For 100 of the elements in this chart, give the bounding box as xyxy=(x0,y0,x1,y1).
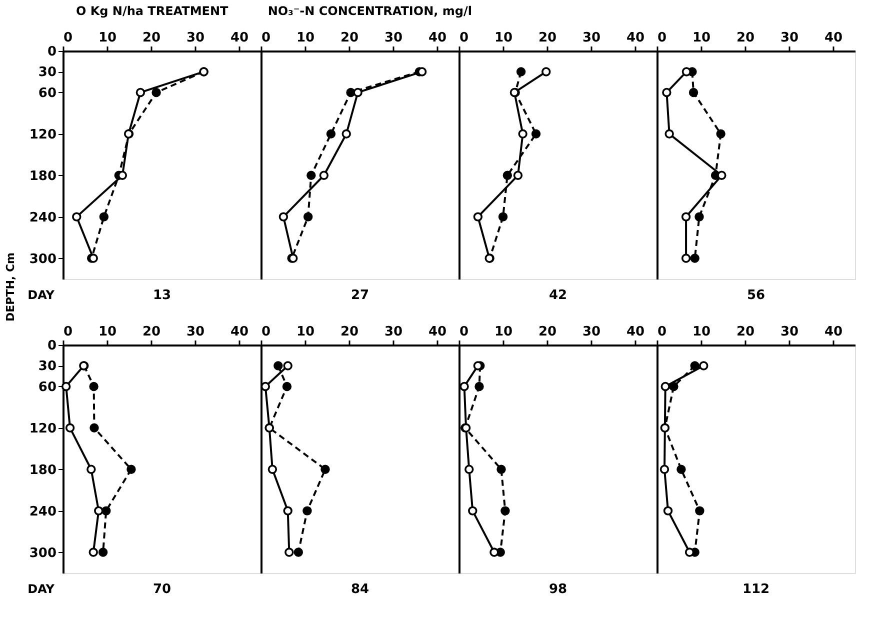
y-tick-label: 0 xyxy=(47,44,56,60)
x-tick-label: 20 xyxy=(538,30,557,46)
text: 112 xyxy=(742,582,770,597)
x-tick-label: 30 xyxy=(384,30,403,46)
x-tick-label: 40 xyxy=(230,30,249,46)
x-tick-label: 40 xyxy=(626,30,645,46)
x-tick-label: 30 xyxy=(780,324,799,340)
x-tick-label: 10 xyxy=(692,30,711,46)
text: 27 xyxy=(350,288,370,303)
point xyxy=(283,361,292,370)
point xyxy=(319,170,329,180)
point xyxy=(496,464,506,474)
y-tick-label: 60 xyxy=(38,86,56,101)
point xyxy=(716,129,726,139)
x-tick-label: 40 xyxy=(428,324,447,340)
point xyxy=(498,212,508,222)
point xyxy=(468,506,478,516)
point xyxy=(294,548,304,557)
x-tick-label: 40 xyxy=(824,30,843,46)
point xyxy=(284,548,294,557)
point xyxy=(699,361,708,370)
x-tick-label: 10 xyxy=(296,324,315,340)
y-tick-label: 300 xyxy=(29,546,56,561)
y-tick-label: 30 xyxy=(38,359,56,374)
text: 13 xyxy=(152,288,172,303)
point xyxy=(690,361,700,370)
point xyxy=(681,254,691,263)
x-tick-label: 20 xyxy=(340,30,359,46)
x-tick-label: 40 xyxy=(428,30,447,46)
point xyxy=(303,212,313,222)
x-tick-label: 0 xyxy=(658,324,667,340)
point xyxy=(502,170,512,180)
x-tick-label: 0 xyxy=(64,30,73,46)
x-tick-label: 0 xyxy=(262,30,271,46)
x-tick-label: 30 xyxy=(384,324,403,340)
text: DAY xyxy=(28,288,55,302)
point xyxy=(306,170,316,180)
point xyxy=(660,382,670,392)
x-tick-label: 30 xyxy=(582,30,601,46)
point xyxy=(500,506,510,516)
y-tick-label: 180 xyxy=(29,168,56,184)
point xyxy=(283,506,292,516)
x-tick-label: 30 xyxy=(186,324,205,340)
x-tick-label: 40 xyxy=(230,324,249,340)
x-tick-label: 20 xyxy=(340,324,359,340)
point xyxy=(268,464,278,474)
x-tick-label: 0 xyxy=(460,324,469,340)
text: 56 xyxy=(746,288,766,303)
point xyxy=(278,212,288,222)
point xyxy=(282,382,292,392)
point xyxy=(342,129,351,139)
x-tick-label: 30 xyxy=(780,30,799,46)
point xyxy=(660,464,670,474)
x-tick-label: 10 xyxy=(98,324,117,340)
x-tick-label: 10 xyxy=(296,30,315,46)
point xyxy=(664,129,674,139)
y-axis-title: DEPTH, Cm xyxy=(4,252,17,322)
point xyxy=(513,170,523,180)
x-tick-label: 20 xyxy=(538,324,557,340)
point xyxy=(473,212,483,222)
point xyxy=(474,382,484,392)
y-tick-label: 180 xyxy=(29,462,56,478)
point xyxy=(516,67,526,76)
point xyxy=(662,88,672,98)
x-tick-label: 30 xyxy=(186,30,205,46)
point xyxy=(531,129,541,139)
x-tick-label: 40 xyxy=(626,324,645,340)
y-tick-label: 30 xyxy=(38,65,56,80)
point xyxy=(326,129,336,139)
text: 70 xyxy=(152,582,172,597)
text: 98 xyxy=(548,582,568,597)
point xyxy=(320,464,330,474)
y-tick-label: 240 xyxy=(29,504,56,520)
point xyxy=(518,129,528,139)
point xyxy=(663,506,673,516)
point xyxy=(274,361,283,370)
x-tick-label: 0 xyxy=(64,324,73,340)
x-tick-label: 30 xyxy=(582,324,601,340)
point xyxy=(695,506,704,516)
y-tick-label: 120 xyxy=(29,421,56,436)
point xyxy=(542,67,551,76)
text: 42 xyxy=(548,288,568,303)
x-tick-label: 20 xyxy=(142,30,161,46)
y-tick-label: 300 xyxy=(29,252,56,267)
text: DAY xyxy=(28,582,55,596)
point xyxy=(464,464,474,474)
point xyxy=(460,382,469,392)
text: 84 xyxy=(350,582,370,597)
text: NO₃⁻-N CONCENTRATION, mg/l xyxy=(268,4,472,18)
x-tick-label: 40 xyxy=(824,324,843,340)
y-tick-label: 60 xyxy=(38,380,56,395)
x-tick-label: 0 xyxy=(262,324,271,340)
point xyxy=(694,212,704,222)
x-tick-label: 10 xyxy=(98,30,117,46)
x-tick-label: 20 xyxy=(736,30,755,46)
point xyxy=(302,506,312,516)
x-tick-label: 20 xyxy=(736,324,755,340)
x-tick-label: 10 xyxy=(494,30,513,46)
text: O Kg N/ha TREATMENT xyxy=(76,4,230,18)
x-tick-label: 10 xyxy=(494,324,513,340)
